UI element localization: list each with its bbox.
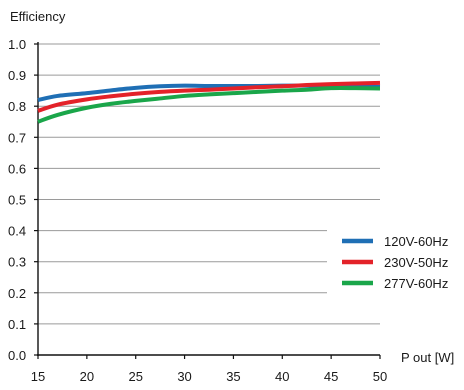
y-tick-label: 0.5	[8, 193, 26, 208]
x-tick-label: 45	[324, 369, 338, 384]
y-tick-label: 0.0	[8, 348, 26, 363]
grid-lines	[38, 43, 380, 325]
x-tick-label: 35	[226, 369, 240, 384]
y-tick-label: 1.0	[8, 37, 26, 52]
x-axis-label: P out [W]	[401, 350, 454, 365]
y-tick-label: 0.1	[8, 317, 26, 332]
y-tick-label: 0.8	[8, 99, 26, 114]
legend-label: 277V-60Hz	[384, 276, 448, 291]
y-tick-label: 0.4	[8, 224, 26, 239]
y-tick-label: 0.2	[8, 286, 26, 301]
y-tick-label: 0.6	[8, 161, 26, 176]
series-line-230V-50Hz	[37, 80, 381, 113]
series-line-277V-60Hz	[37, 86, 381, 124]
axes	[34, 42, 381, 359]
x-tick-label: 40	[275, 369, 289, 384]
series-lines	[37, 80, 381, 124]
y-tick-label: 0.3	[8, 255, 26, 270]
y-tick-label: 0.9	[8, 68, 26, 83]
x-tick-label: 15	[31, 369, 45, 384]
x-tick-label: 50	[373, 369, 387, 384]
y-axis-label: Efficiency	[10, 9, 66, 24]
x-tick-label: 20	[80, 369, 94, 384]
legend-label: 120V-60Hz	[384, 234, 448, 249]
legend-label: 230V-50Hz	[384, 255, 448, 270]
x-tick-label: 25	[128, 369, 142, 384]
tick-labels: 0.0 0.1 0.2 0.3 0.4 0.5 0.6 0.7 0.8 0.9 1.0 15 20 25 3…	[8, 37, 387, 384]
x-tick-label: 30	[177, 369, 191, 384]
legend: 120V-60Hz 230V-50Hz 277V-60Hz	[342, 234, 448, 291]
y-tick-label: 0.7	[8, 130, 26, 145]
